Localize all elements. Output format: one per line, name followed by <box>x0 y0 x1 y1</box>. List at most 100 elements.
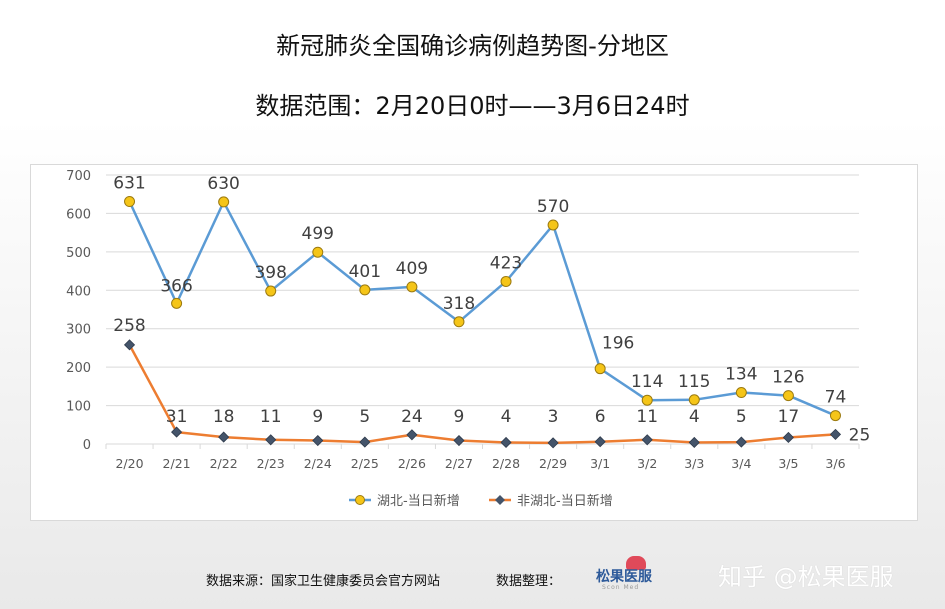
pot-icon <box>626 556 646 570</box>
data-label: 499 <box>302 224 334 244</box>
legend-marker <box>495 495 505 505</box>
data-point <box>312 246 324 258</box>
data-point <box>453 434 465 447</box>
data-curator-label: 数据整理： <box>496 574 562 589</box>
y-tick-label: 100 <box>66 400 91 415</box>
data-label: 11 <box>260 407 282 427</box>
x-tick-label: 2/23 <box>257 456 285 471</box>
y-tick-label: 400 <box>66 284 91 299</box>
data-label: 631 <box>113 174 145 194</box>
data-label: 423 <box>490 253 522 273</box>
data-point <box>406 429 418 441</box>
data-point <box>547 219 559 231</box>
data-label: 18 <box>213 407 235 427</box>
data-label: 409 <box>396 259 428 279</box>
x-tick-label: 2/24 <box>304 456 332 471</box>
data-point <box>312 434 324 447</box>
y-tick-label: 200 <box>66 361 91 376</box>
data-label: 366 <box>160 276 192 296</box>
data-point <box>547 437 559 449</box>
data-point <box>500 275 512 287</box>
x-tick-label: 2/25 <box>351 456 379 471</box>
data-point <box>735 387 747 399</box>
data-point <box>359 436 371 448</box>
data-label: 570 <box>537 197 569 217</box>
series-line <box>128 344 836 445</box>
data-label: 74 <box>825 388 847 408</box>
y-tick-label: 0 <box>83 438 91 453</box>
data-label: 4 <box>689 407 700 427</box>
x-tick-label: 3/5 <box>778 456 798 471</box>
legend-label: 湖北-当日新增 <box>377 493 460 509</box>
data-label: 114 <box>631 372 663 392</box>
x-tick-label: 3/3 <box>684 456 704 471</box>
x-tick-label: 2/26 <box>398 456 426 471</box>
data-point <box>218 196 230 208</box>
chart-subtitle: 数据范围：2月20日0时——3月6日24时 <box>255 92 690 120</box>
data-point <box>406 281 418 293</box>
data-point <box>829 428 842 440</box>
x-tick-label: 2/22 <box>210 456 238 471</box>
data-point <box>594 436 606 448</box>
data-point <box>594 363 606 375</box>
x-tick-label: 2/29 <box>539 456 567 471</box>
brand-logo-subtext: Scon Med <box>602 584 640 591</box>
x-tick-label: 3/1 <box>590 456 610 471</box>
x-tick-label: 2/28 <box>492 456 520 471</box>
data-label: 5 <box>736 407 747 427</box>
data-point <box>453 316 465 328</box>
brand-logo: 松果医服 Scon Med <box>596 556 680 591</box>
data-point <box>171 426 183 438</box>
data-label: 126 <box>772 368 804 388</box>
y-tick-label: 600 <box>66 207 91 222</box>
y-tick-label: 300 <box>66 323 91 338</box>
y-tick-label: 500 <box>66 246 91 261</box>
data-point <box>265 285 277 297</box>
data-point <box>688 394 700 406</box>
data-point <box>124 196 136 208</box>
data-point <box>218 431 230 443</box>
data-label: 9 <box>454 407 465 427</box>
data-point <box>641 434 653 446</box>
data-label: 6 <box>595 407 606 427</box>
data-label: 5 <box>359 407 370 427</box>
data-label: 9 <box>312 407 323 427</box>
data-label: 115 <box>678 372 710 392</box>
data-point <box>688 436 700 449</box>
x-tick-label: 2/27 <box>445 456 473 471</box>
y-tick-label: 700 <box>66 169 91 184</box>
data-point <box>829 410 841 422</box>
data-point <box>265 434 277 446</box>
watermark: 知乎 @松果医服 <box>718 563 894 591</box>
legend-marker <box>355 495 365 505</box>
data-label: 258 <box>113 316 145 336</box>
data-point <box>641 394 653 406</box>
data-label: 11 <box>636 407 658 427</box>
chart-panel: 0 100 200 300 400 500 600 700 2/20 2/21 2/22 2/23 2/… <box>30 164 918 521</box>
data-label: 24 <box>401 407 423 427</box>
data-source-text: 数据来源：国家卫生健康委员会官方网站 <box>206 574 441 589</box>
data-point <box>171 297 183 309</box>
x-tick-label: 3/2 <box>637 456 657 471</box>
data-point <box>359 284 371 296</box>
data-point <box>500 436 512 449</box>
x-tick-label: 3/4 <box>731 456 751 471</box>
line-chart: 0 100 200 300 400 500 600 700 2/20 2/21 2/22 2/23 2/… <box>66 169 871 509</box>
data-label: 134 <box>725 365 757 385</box>
data-label: 25 <box>849 425 871 445</box>
data-label: 398 <box>254 263 286 283</box>
series-line <box>128 200 836 417</box>
x-tick-label: 3/6 <box>825 456 845 471</box>
data-point <box>782 431 794 444</box>
data-point <box>782 390 794 402</box>
data-label: 17 <box>778 407 800 427</box>
legend-label: 非湖北-当日新增 <box>517 493 613 509</box>
data-label: 196 <box>602 334 634 354</box>
data-label: 31 <box>166 407 188 427</box>
chart-title: 新冠肺炎全国确诊病例趋势图-分地区 <box>276 32 669 60</box>
data-label: 318 <box>443 294 475 314</box>
brand-logo-text: 松果医服 <box>596 569 652 585</box>
data-label: 3 <box>548 407 559 427</box>
x-tick-label: 2/20 <box>115 456 143 471</box>
data-label: 630 <box>207 174 239 194</box>
